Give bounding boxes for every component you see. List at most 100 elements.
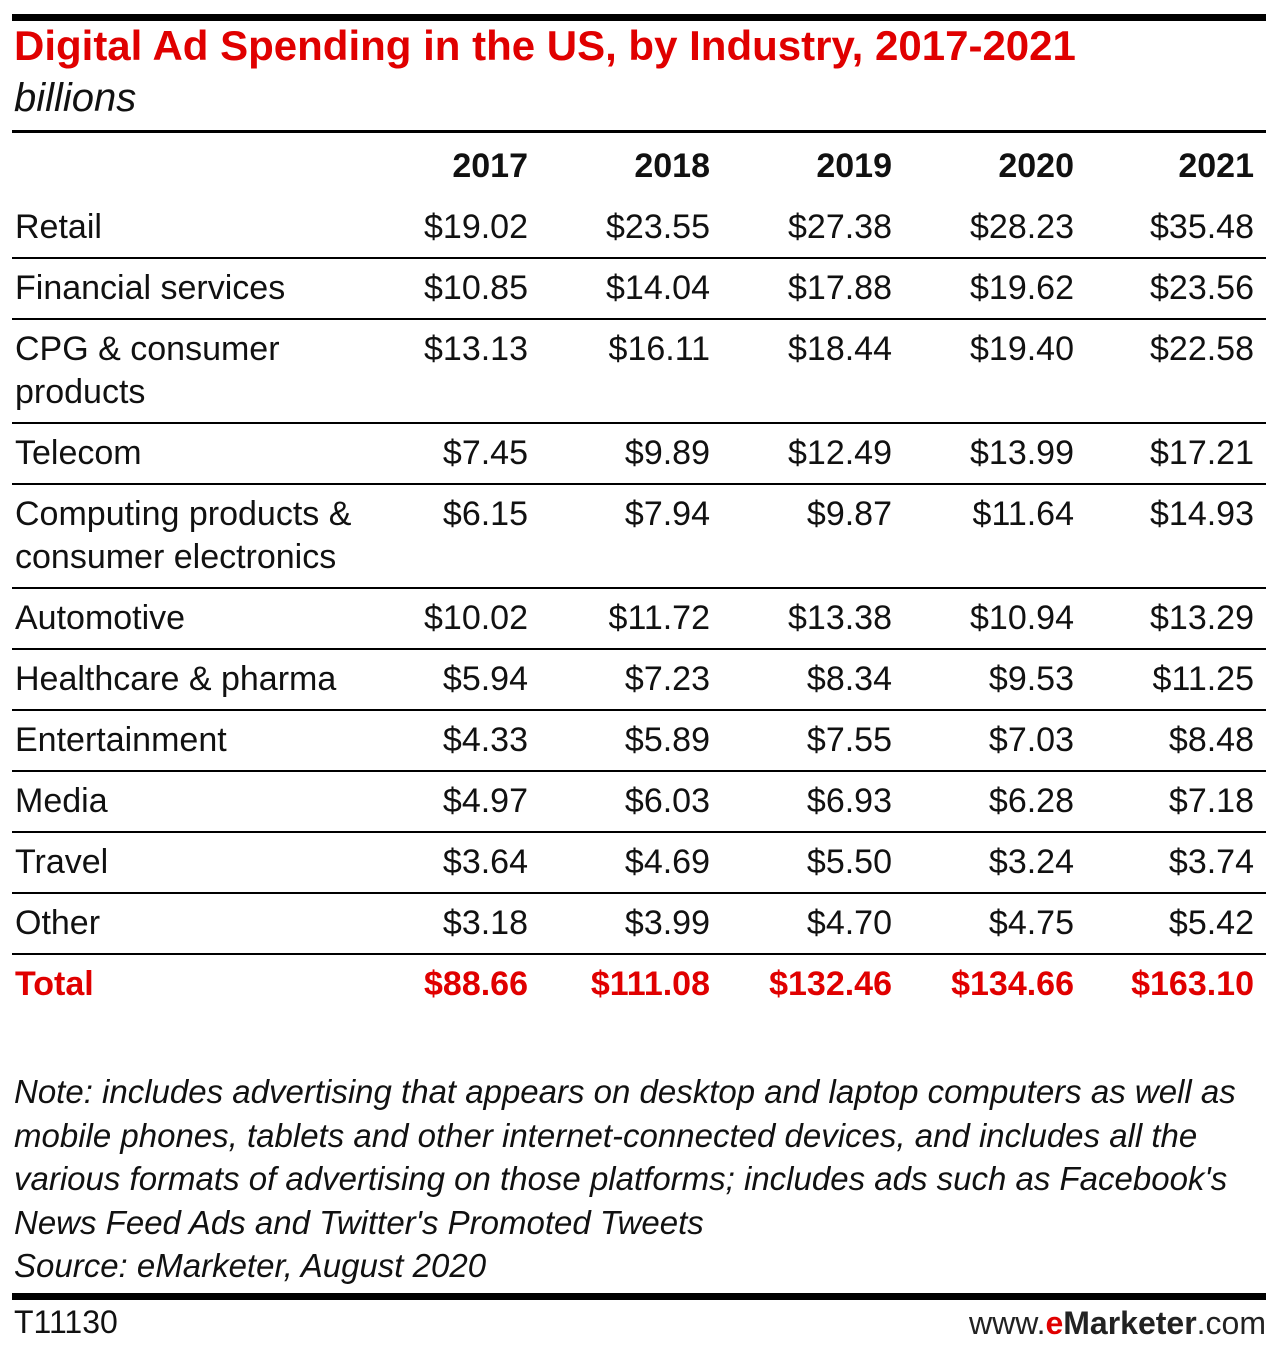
col-header: 2021 <box>1178 147 1254 185</box>
cell-value: $16.11 <box>538 319 720 424</box>
cell-value: $8.34 <box>720 649 902 711</box>
header-row: 2017 2018 2019 2020 2021 <box>12 135 1266 198</box>
row-label: Financial services <box>12 258 356 320</box>
col-header: 2020 <box>998 147 1074 185</box>
row-label: Media <box>12 771 356 833</box>
cell-value: $19.02 <box>356 198 538 259</box>
row-label: Automotive <box>12 588 356 650</box>
row-label: Entertainment <box>12 710 356 772</box>
total-value: $111.08 <box>590 965 710 1003</box>
cell-value: $7.94 <box>538 484 720 589</box>
cell-value: $17.21 <box>1084 423 1266 485</box>
total-label: Total <box>15 965 94 1003</box>
cell-value: $18.44 <box>720 319 902 424</box>
table-row: Healthcare & pharma $5.94 $7.23 $8.34 $9.53 $… <box>12 649 1266 711</box>
cell-value: $7.03 <box>902 710 1084 772</box>
cell-value: $13.99 <box>902 423 1084 485</box>
row-label: Healthcare & pharma <box>12 649 356 711</box>
brand-prefix: www. <box>969 1305 1046 1341</box>
cell-value: $5.94 <box>356 649 538 711</box>
cell-value: $19.40 <box>902 319 1084 424</box>
row-label: Telecom <box>12 423 356 485</box>
cell-value: $8.48 <box>1084 710 1266 772</box>
cell-value: $6.03 <box>538 771 720 833</box>
cell-value: $11.64 <box>902 484 1084 589</box>
col-header: 2019 <box>816 147 892 185</box>
cell-value: $22.58 <box>1084 319 1266 424</box>
row-label: Travel <box>12 832 356 894</box>
cell-value: $5.50 <box>720 832 902 894</box>
cell-value: $3.64 <box>356 832 538 894</box>
cell-value: $35.48 <box>1084 198 1266 259</box>
cell-value: $27.38 <box>720 198 902 259</box>
cell-value: $14.04 <box>538 258 720 320</box>
cell-value: $4.75 <box>902 893 1084 955</box>
cell-value: $4.33 <box>356 710 538 772</box>
brand-link[interactable]: www.eMarketer.com <box>969 1305 1266 1342</box>
cell-value: $7.45 <box>356 423 538 485</box>
cell-value: $3.18 <box>356 893 538 955</box>
chart-subtitle: billions <box>14 76 137 120</box>
table-row: Automotive $10.02 $11.72 $13.38 $10.94 $13.29 <box>12 588 1266 650</box>
cell-value: $7.55 <box>720 710 902 772</box>
cell-value: $12.49 <box>720 423 902 485</box>
table-row: Telecom $7.45 $9.89 $12.49 $13.99 $17.21 <box>12 423 1266 485</box>
table-row: Computing products & consumer electronic… <box>12 484 1266 589</box>
brand-name: Marketer <box>1063 1305 1197 1341</box>
cell-value: $3.99 <box>538 893 720 955</box>
row-label: Computing products & consumer electronic… <box>12 484 356 589</box>
cell-value: $9.89 <box>538 423 720 485</box>
cell-value: $13.38 <box>720 588 902 650</box>
table-row: Travel $3.64 $4.69 $5.50 $3.24 $3.74 <box>12 832 1266 894</box>
table-row: CPG & consumer products $13.13 $16.11 $18.4… <box>12 319 1266 424</box>
cell-value: $5.89 <box>538 710 720 772</box>
cell-value: $11.72 <box>538 588 720 650</box>
cell-value: $17.88 <box>720 258 902 320</box>
cell-value: $23.56 <box>1084 258 1266 320</box>
cell-value: $7.23 <box>538 649 720 711</box>
cell-value: $9.53 <box>902 649 1084 711</box>
cell-value: $4.70 <box>720 893 902 955</box>
cell-value: $9.87 <box>720 484 902 589</box>
brand-suffix: .com <box>1196 1305 1266 1341</box>
cell-value: $6.93 <box>720 771 902 833</box>
cell-value: $28.23 <box>902 198 1084 259</box>
row-label: CPG & consumer products <box>12 319 356 424</box>
chart-title: Digital Ad Spending in the US, by Indust… <box>14 22 1076 69</box>
total-value: $132.46 <box>769 965 892 1003</box>
cell-value: $5.42 <box>1084 893 1266 955</box>
cell-value: $3.24 <box>902 832 1084 894</box>
cell-value: $13.13 <box>356 319 538 424</box>
cell-value: $4.69 <box>538 832 720 894</box>
data-table: 2017 2018 2019 2020 2021 Retail $19.02 $23… <box>12 135 1266 1014</box>
total-value: $88.66 <box>424 965 528 1003</box>
table-row: Other $3.18 $3.99 $4.70 $4.75 $5.42 <box>12 893 1266 955</box>
header-blank <box>12 135 356 198</box>
cell-value: $7.18 <box>1084 771 1266 833</box>
cell-value: $10.94 <box>902 588 1084 650</box>
cell-value: $4.97 <box>356 771 538 833</box>
cell-value: $11.25 <box>1084 649 1266 711</box>
row-label: Other <box>12 893 356 955</box>
cell-value: $6.28 <box>902 771 1084 833</box>
cell-value: $10.85 <box>356 258 538 320</box>
table-row: Entertainment $4.33 $5.89 $7.55 $7.03 $8.48 <box>12 710 1266 772</box>
col-header: 2018 <box>634 147 710 185</box>
note-block: Note: includes advertising that appears … <box>14 1070 1270 1288</box>
col-header: 2017 <box>452 147 528 185</box>
table-row: Media $4.97 $6.03 $6.93 $6.28 $7.18 <box>12 771 1266 833</box>
row-label: Retail <box>12 198 356 259</box>
table-row: Financial services $10.85 $14.04 $17.88 $19.… <box>12 258 1266 320</box>
cell-value: $10.02 <box>356 588 538 650</box>
top-rule <box>12 14 1266 21</box>
cell-value: $3.74 <box>1084 832 1266 894</box>
cell-value: $19.62 <box>902 258 1084 320</box>
cell-value: $14.93 <box>1084 484 1266 589</box>
header-rule <box>12 130 1266 133</box>
note-text: Note: includes advertising that appears … <box>14 1073 1236 1241</box>
brand-e: e <box>1045 1305 1064 1341</box>
bottom-rule <box>12 1293 1266 1300</box>
cell-value: $13.29 <box>1084 588 1266 650</box>
total-value: $134.66 <box>951 965 1074 1003</box>
source-text: Source: eMarketer, August 2020 <box>14 1247 487 1284</box>
